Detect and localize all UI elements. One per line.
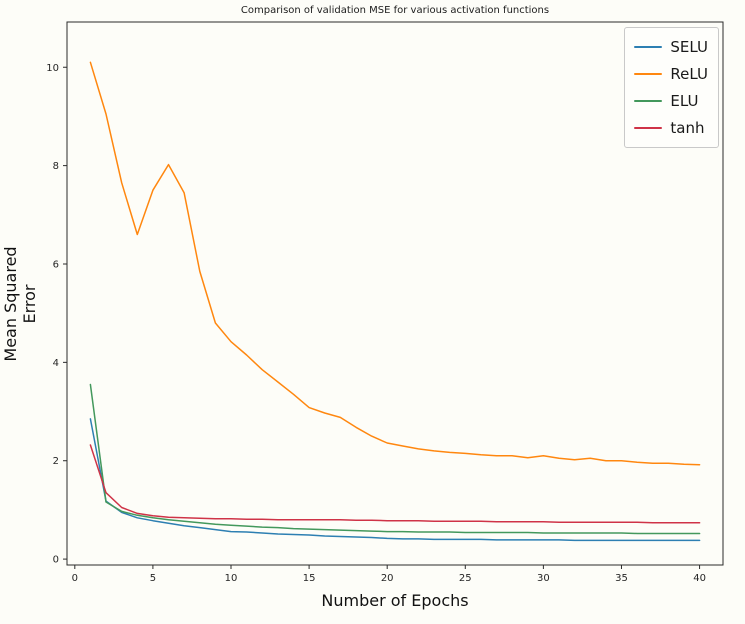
legend-item-tanh: tanh (634, 116, 708, 140)
legend-line-sample (634, 99, 663, 103)
legend-label: tanh (670, 118, 705, 137)
y-axis-label: Mean Squared Error (1, 246, 39, 362)
y-tick-label: 0 (53, 555, 59, 566)
legend-item-selu: SELU (634, 35, 708, 59)
y-tick-label: 10 (46, 63, 59, 74)
legend-line-sample (634, 45, 663, 49)
x-tick-label: 5 (150, 573, 156, 584)
x-tick-label: 35 (615, 573, 628, 584)
legend-line-sample (634, 126, 663, 130)
y-tick-label: 8 (53, 161, 59, 172)
series-line-relu (89, 61, 701, 466)
x-tick-label: 20 (381, 573, 394, 584)
x-tick-label: 40 (693, 573, 706, 584)
x-tick-label: 30 (537, 573, 550, 584)
legend-label: SELU (670, 37, 708, 56)
legend: SELU ReLU ELU tanh (624, 27, 719, 148)
series-line-selu (89, 418, 701, 542)
legend-item-relu: ReLU (634, 62, 708, 86)
series-line-tanh (89, 444, 701, 524)
legend-line-sample (634, 72, 663, 76)
series-line-elu (89, 383, 701, 535)
x-tick-label: 10 (225, 573, 238, 584)
x-tick-label: 0 (72, 573, 78, 584)
axes-frame (66, 21, 724, 566)
y-tick-label: 2 (53, 456, 59, 467)
legend-label: ELU (670, 91, 699, 110)
chart-title: Comparison of validation MSE for various… (240, 5, 550, 16)
x-tick-label: 25 (459, 573, 472, 584)
x-axis-label: Number of Epochs (321, 591, 469, 610)
y-tick-label: 4 (53, 358, 59, 369)
y-tick-label: 6 (53, 259, 59, 270)
legend-item-elu: ELU (634, 89, 708, 113)
x-tick-label: 15 (303, 573, 316, 584)
legend-label: ReLU (670, 64, 708, 83)
